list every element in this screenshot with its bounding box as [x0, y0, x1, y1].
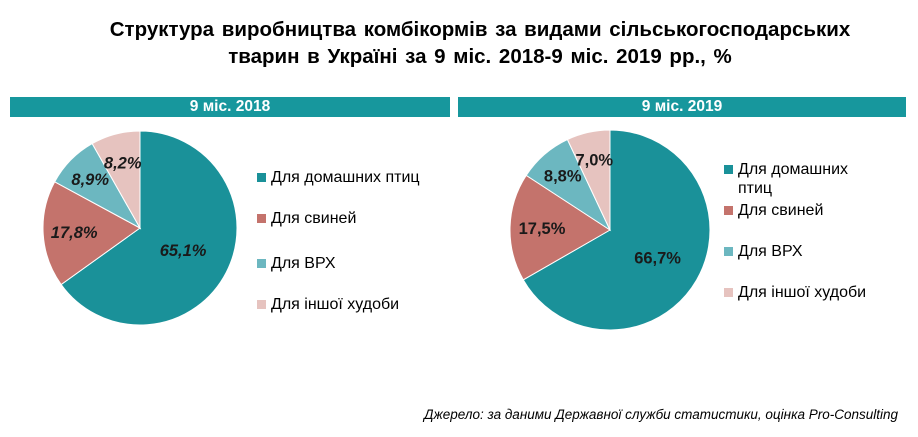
legend-2018-label-poultry: Для домашних птиц: [271, 169, 420, 186]
chart-title: Структура виробництва комбікормів за вид…: [70, 16, 890, 70]
legend-2019-label-poultry: птиц: [738, 180, 773, 197]
legend-2019-label-other: Для іншої худоби: [738, 284, 867, 301]
chart-title-line-1: Структура виробництва комбікормів за вид…: [109, 18, 851, 41]
pie-2018-slice-other: [91, 130, 141, 230]
legend-2019-swatch-other: [724, 288, 733, 297]
pie-2018-title: 9 міс. 2018: [10, 97, 450, 117]
legend-2019-swatch-poultry: [724, 165, 733, 174]
pie-chart-2019: 66,7% 17,5% 8,8%7,0%: [509, 129, 711, 331]
pie-2019-label-poultry: 66,7%: [634, 250, 681, 268]
pie-2019-slice-poultry: [522, 129, 711, 331]
pie-2018-label-cattle: 8,9%: [71, 171, 109, 189]
legend-2018-swatch-other: [257, 300, 266, 309]
legend-2018-label-other: Для іншої худоби: [271, 296, 400, 313]
pie-2018-label-poultry: 65,1%: [160, 242, 207, 260]
source-note: Джерело: за даними Державної служби стат…: [423, 407, 898, 422]
pie-2019-slice-other: [566, 129, 611, 231]
pie-2019-label-cattle: 8,8%: [544, 168, 582, 186]
legend-2018-swatch-poultry: [257, 173, 266, 182]
legend-2018-swatch-pigs: [257, 214, 266, 223]
chart-title-line-2: тварин в Україні за 9 міс. 2018-9 міс. 2…: [228, 45, 732, 68]
legend-2019-swatch-pigs: [724, 206, 733, 215]
legend-2019-label-poultry: Для домашних: [738, 161, 849, 178]
legend-2019-label-cattle: Для ВРХ: [738, 243, 803, 260]
pie-chart-2018: 65,1% 17,8% 8,9%8,2%: [42, 130, 238, 326]
legend-2018-label-pigs: Для свиней: [271, 210, 357, 227]
pie-2018-slice-poultry: [60, 130, 238, 326]
pie-2018-label-other: 8,2%: [104, 154, 142, 172]
legend-2019-label-pigs: Для свиней: [738, 202, 824, 219]
legend-2019-swatch-cattle: [724, 247, 733, 256]
pie-2019-title: 9 міс. 2019: [458, 97, 906, 117]
legend-2018-label-cattle: Для ВРХ: [271, 255, 336, 272]
pie-2019-label-other: 7,0%: [575, 152, 613, 170]
pie-2019-label-pigs: 17,5%: [519, 220, 566, 238]
legend-2018-swatch-cattle: [257, 259, 266, 268]
pie-2019-slice-pigs: [509, 174, 611, 281]
pie-2018-label-pigs: 17,8%: [51, 224, 98, 242]
pie-2018-slice-pigs: [42, 181, 141, 286]
